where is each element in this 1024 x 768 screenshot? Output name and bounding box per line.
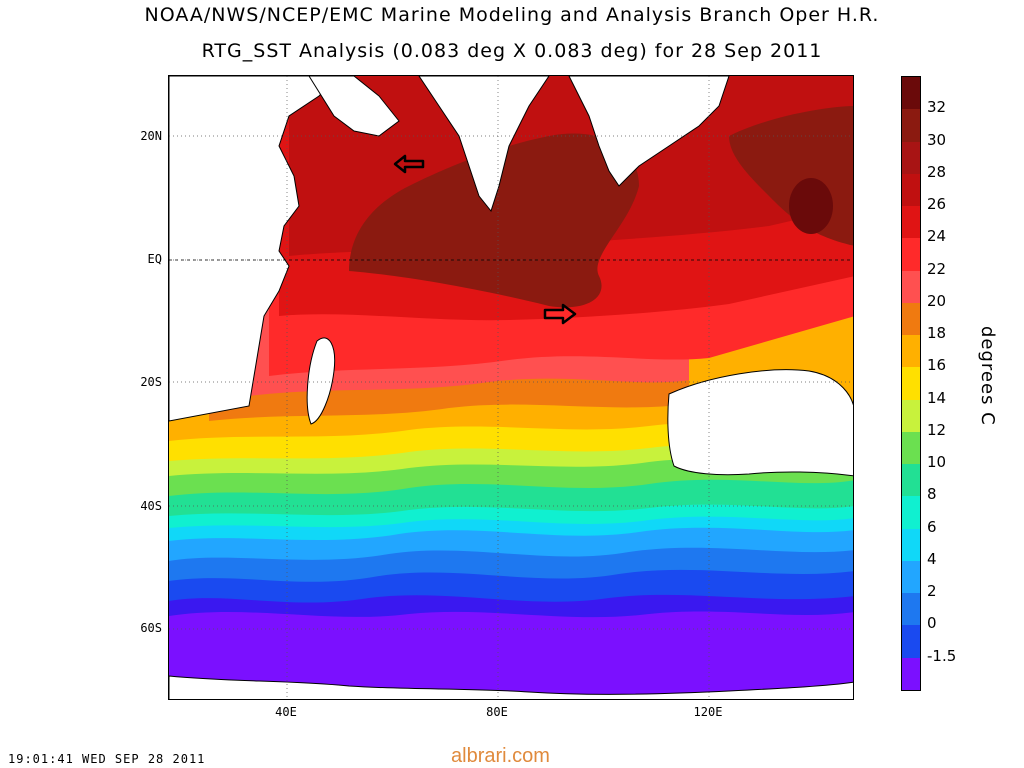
colorbar-label: 8 — [927, 485, 937, 504]
africa-landmass — [169, 76, 340, 422]
madagascar — [306, 337, 336, 425]
colorbar-units: degrees C — [977, 326, 998, 426]
lon-label-80e: 80E — [486, 705, 508, 719]
colorbar-label: 30 — [927, 130, 947, 149]
australia-landmass — [667, 369, 853, 477]
lat-label-20n: 20N — [140, 129, 162, 143]
sst-hotspot-pacific — [789, 178, 833, 234]
lon-label-120e: 120E — [693, 705, 723, 719]
colorbar-label: 20 — [927, 291, 947, 310]
colorbar-segment — [902, 464, 920, 497]
lat-label-20s: 20S — [140, 375, 162, 389]
colorbar-label: 10 — [927, 453, 947, 472]
colorbar-segment — [902, 528, 920, 562]
arabian-peninsula — [308, 76, 400, 137]
colorbar-segment — [902, 496, 920, 530]
colorbar-label: 16 — [927, 356, 947, 375]
colorbar-label: 28 — [927, 162, 947, 181]
arrow-icon-central-indian-ocean — [543, 303, 577, 325]
lat-label-60s: 60S — [140, 621, 162, 635]
colorbar-segment — [902, 657, 920, 691]
southeast-asia-landmass — [568, 76, 730, 187]
colorbar-label: 26 — [927, 195, 947, 214]
sst-warm-pool-indian — [349, 133, 639, 308]
lat-label-eq: EQ — [147, 252, 162, 266]
colorbar-label: 0 — [927, 614, 937, 633]
colorbar-segment — [902, 367, 920, 401]
arrow-icon-arabian-sea — [393, 154, 425, 174]
colorbar-segment — [902, 77, 920, 110]
colorbar-label: 22 — [927, 259, 947, 278]
colorbar-segment — [902, 399, 920, 433]
colorbar-segment — [902, 206, 920, 239]
colorbar-segment — [902, 560, 920, 594]
sst-map — [168, 75, 854, 700]
sst-map-canvas — [169, 76, 853, 699]
lon-label-40e: 40E — [275, 705, 297, 719]
colorbar-segment — [902, 173, 920, 207]
colorbar-segment — [902, 109, 920, 142]
india-landmass — [418, 76, 550, 213]
colorbar-segment — [902, 335, 920, 368]
chart-title: NOAA/NWS/NCEP/EMC Marine Modeling and An… — [144, 4, 880, 26]
lat-label-40s: 40S — [140, 499, 162, 513]
colorbar-label: 2 — [927, 582, 937, 601]
colorbar-label: 32 — [927, 98, 947, 117]
colorbar-segment — [902, 141, 920, 175]
colorbar-segment — [902, 270, 920, 304]
colorbar-segment — [902, 625, 920, 659]
colorbar-label: 18 — [927, 324, 947, 343]
colorbar-label: 24 — [927, 227, 947, 246]
colorbar-label: -1.5 — [927, 646, 957, 665]
colorbar-segment — [902, 431, 920, 465]
colorbar-label: 14 — [927, 388, 947, 407]
colorbar — [901, 76, 921, 691]
timestamp: 19:01:41 WED SEP 28 2011 — [8, 752, 206, 766]
colorbar-segment — [902, 302, 920, 336]
colorbar-segment — [902, 238, 920, 272]
colorbar-label: 12 — [927, 420, 947, 439]
watermark: albrari.com — [451, 745, 550, 767]
colorbar-label: 6 — [927, 517, 937, 536]
colorbar-segment — [902, 593, 920, 626]
chart-subtitle: RTG_SST Analysis (0.083 deg X 0.083 deg)… — [201, 40, 823, 62]
colorbar-label: 4 — [927, 549, 937, 568]
graticule — [169, 76, 853, 699]
antarctica-landmass — [169, 675, 853, 699]
